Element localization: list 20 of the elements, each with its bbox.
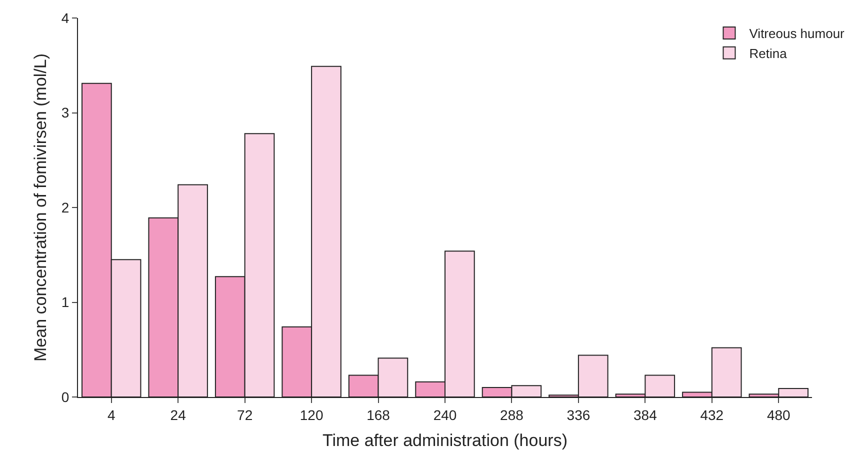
x-tick-label: 336 <box>566 406 590 423</box>
x-tick-label: 24 <box>170 406 186 423</box>
y-tick-label: 4 <box>61 10 70 26</box>
y-tick-label: 3 <box>61 104 70 121</box>
x-tick-label: 72 <box>237 406 253 423</box>
y-tick-label: 2 <box>61 199 70 216</box>
x-tick-label: 120 <box>300 406 324 423</box>
x-tick-label: 288 <box>500 406 524 423</box>
x-tick-label: 384 <box>634 406 658 423</box>
x-tick-label: 432 <box>700 406 724 423</box>
x-tick-label: 168 <box>366 406 390 423</box>
y-tick-label: 1 <box>61 294 70 310</box>
y-tick-label: 0 <box>61 388 70 405</box>
x-tick-label: 4 <box>107 406 116 423</box>
x-tick-label: 480 <box>766 406 791 423</box>
legend-label: Retina <box>749 46 788 61</box>
x-axis-title: Time after administration (hours) <box>322 431 568 450</box>
x-tick-label: 240 <box>433 406 457 423</box>
y-axis-title: Mean concentration of fomivirsen (mol/L) <box>30 53 50 362</box>
legend-label: Vitreous humour <box>749 26 846 42</box>
